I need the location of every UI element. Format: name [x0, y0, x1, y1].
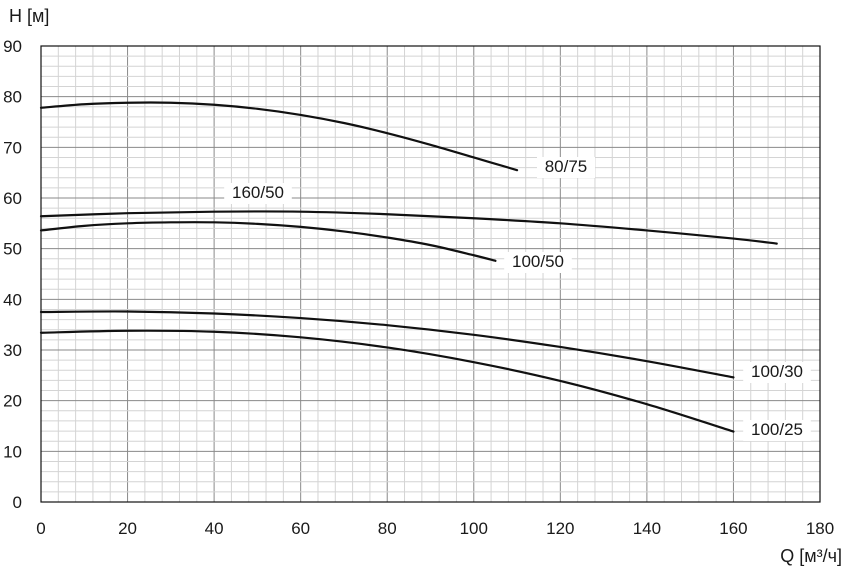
curve-label-background: [537, 157, 595, 178]
curve-100-50: [39, 221, 497, 262]
curve-160-50: [39, 210, 778, 245]
y-tick-label: 40: [3, 290, 22, 309]
curve-label-100-30: 100/30: [751, 362, 803, 381]
x-axis-title: Q [м³/ч]: [780, 546, 842, 566]
x-tick-label: 140: [633, 519, 661, 538]
curve-label-160-50: 160/50: [232, 183, 284, 202]
curve-label-background: [224, 183, 292, 204]
x-tick-label: 40: [205, 519, 224, 538]
curve-labels: 80/75 160/50 100/50 100/30 100/25: [224, 157, 811, 441]
y-tick-label: 10: [3, 442, 22, 461]
y-tick-label: 50: [3, 240, 22, 259]
x-tick-label: 180: [806, 519, 834, 538]
curve-80-75: [39, 101, 519, 172]
x-tick-label: 0: [36, 519, 45, 538]
grid: [40, 45, 821, 503]
y-tick-label: 80: [3, 88, 22, 107]
curve-100-25: [39, 329, 735, 433]
y-tick-label: 20: [3, 392, 22, 411]
plot-frame: [40, 45, 821, 503]
x-tick-label: 160: [719, 519, 747, 538]
x-tick-label: 100: [460, 519, 488, 538]
y-tick-label: 70: [3, 138, 22, 157]
x-tick-label: 60: [291, 519, 310, 538]
curve-label-80-75: 80/75: [545, 157, 588, 176]
x-tick-label: 80: [378, 519, 397, 538]
tick-labels: 0 20 40 60 80 100 120 140 160 180 0 10 20 30 40 50 60 70 8…: [3, 37, 834, 538]
curve-100-30: [39, 310, 735, 379]
y-tick-label: 60: [3, 189, 22, 208]
y-tick-label: 90: [3, 37, 22, 56]
y-axis-title: H [м]: [9, 6, 49, 26]
x-tick-label: 120: [546, 519, 574, 538]
x-tick-label: 20: [118, 519, 137, 538]
curve-label-background: [743, 420, 811, 441]
curve-label-background: [743, 362, 811, 383]
curve-label-100-25: 100/25: [751, 420, 803, 439]
curve-label-100-50: 100/50: [512, 252, 564, 271]
y-tick-label: 30: [3, 341, 22, 360]
y-tick-label: 0: [13, 493, 22, 512]
curve-label-background: [504, 252, 572, 273]
curves: [39, 101, 778, 433]
